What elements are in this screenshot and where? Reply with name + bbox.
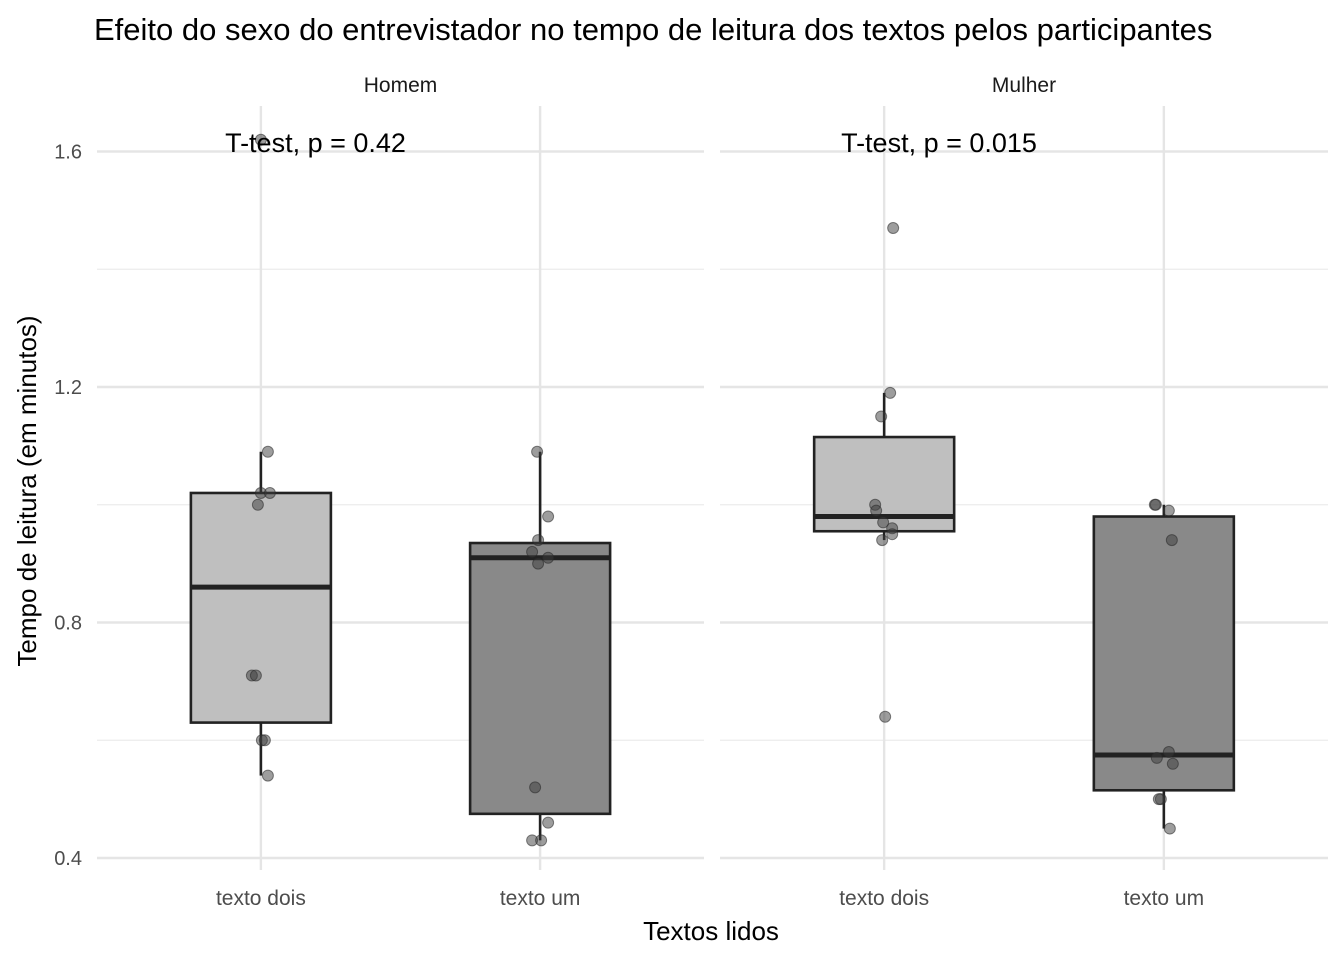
- data-point: [249, 669, 262, 682]
- y-tick-label: 0.4: [54, 848, 82, 870]
- data-point: [1162, 746, 1175, 759]
- data-point: [884, 386, 897, 399]
- y-tick-label: 0.8: [54, 613, 82, 635]
- data-point: [542, 816, 555, 829]
- data-point: [875, 410, 888, 423]
- data-point: [535, 834, 548, 847]
- box-texto-um: [468, 541, 612, 816]
- x-tick-label: texto um: [1124, 887, 1205, 910]
- data-point: [1162, 504, 1175, 517]
- x-tick-label: texto dois: [839, 887, 929, 910]
- box-texto-um: [1092, 515, 1236, 792]
- data-point: [529, 781, 542, 794]
- data-point: [876, 534, 889, 547]
- data-point: [1165, 534, 1178, 547]
- data-point: [254, 133, 267, 146]
- facet-label: Mulher: [992, 74, 1056, 97]
- data-point: [542, 510, 555, 523]
- y-tick-label: 1.2: [54, 377, 82, 399]
- y-tick-label: 1.6: [54, 142, 82, 164]
- data-point: [251, 498, 264, 511]
- data-point: [1149, 498, 1162, 511]
- data-point: [263, 486, 276, 499]
- data-point: [532, 534, 545, 547]
- data-point: [1152, 793, 1165, 806]
- chart-title: Efeito do sexo do entrevistador no tempo…: [94, 12, 1212, 47]
- x-tick-label: texto um: [500, 887, 581, 910]
- facet-label: Homem: [364, 74, 438, 97]
- data-point: [886, 528, 899, 541]
- data-point: [887, 222, 900, 235]
- data-point: [542, 551, 555, 564]
- x-axis-title: Textos lidos: [643, 916, 779, 946]
- data-point: [877, 516, 890, 529]
- y-axis-title: Tempo de leitura (em minutos): [12, 315, 42, 666]
- data-point: [258, 734, 271, 747]
- data-point: [1166, 757, 1179, 770]
- facet-panels: Homem 0.4 0.8 1.2 1.6 texto dois texto um T-tes…: [54, 74, 1328, 910]
- box-texto-dois: [189, 491, 333, 724]
- data-point: [532, 557, 545, 570]
- t-test-annotation: T-test, p = 0.015: [841, 128, 1037, 158]
- x-tick-label: texto dois: [216, 887, 306, 910]
- data-point: [1150, 751, 1163, 764]
- data-point: [526, 545, 539, 558]
- data-point: [879, 710, 892, 723]
- data-point: [261, 445, 274, 458]
- panel-homem: Homem 0.4 0.8 1.2 1.6 texto dois texto um T-tes…: [54, 74, 704, 910]
- t-test-annotation: T-test, p = 0.42: [225, 128, 406, 158]
- data-point: [261, 769, 274, 782]
- panel-mulher: Mulher texto dois texto um T-test, p = 0.01…: [720, 74, 1328, 910]
- data-point: [870, 504, 883, 517]
- data-point: [531, 445, 544, 458]
- data-point: [1163, 822, 1176, 835]
